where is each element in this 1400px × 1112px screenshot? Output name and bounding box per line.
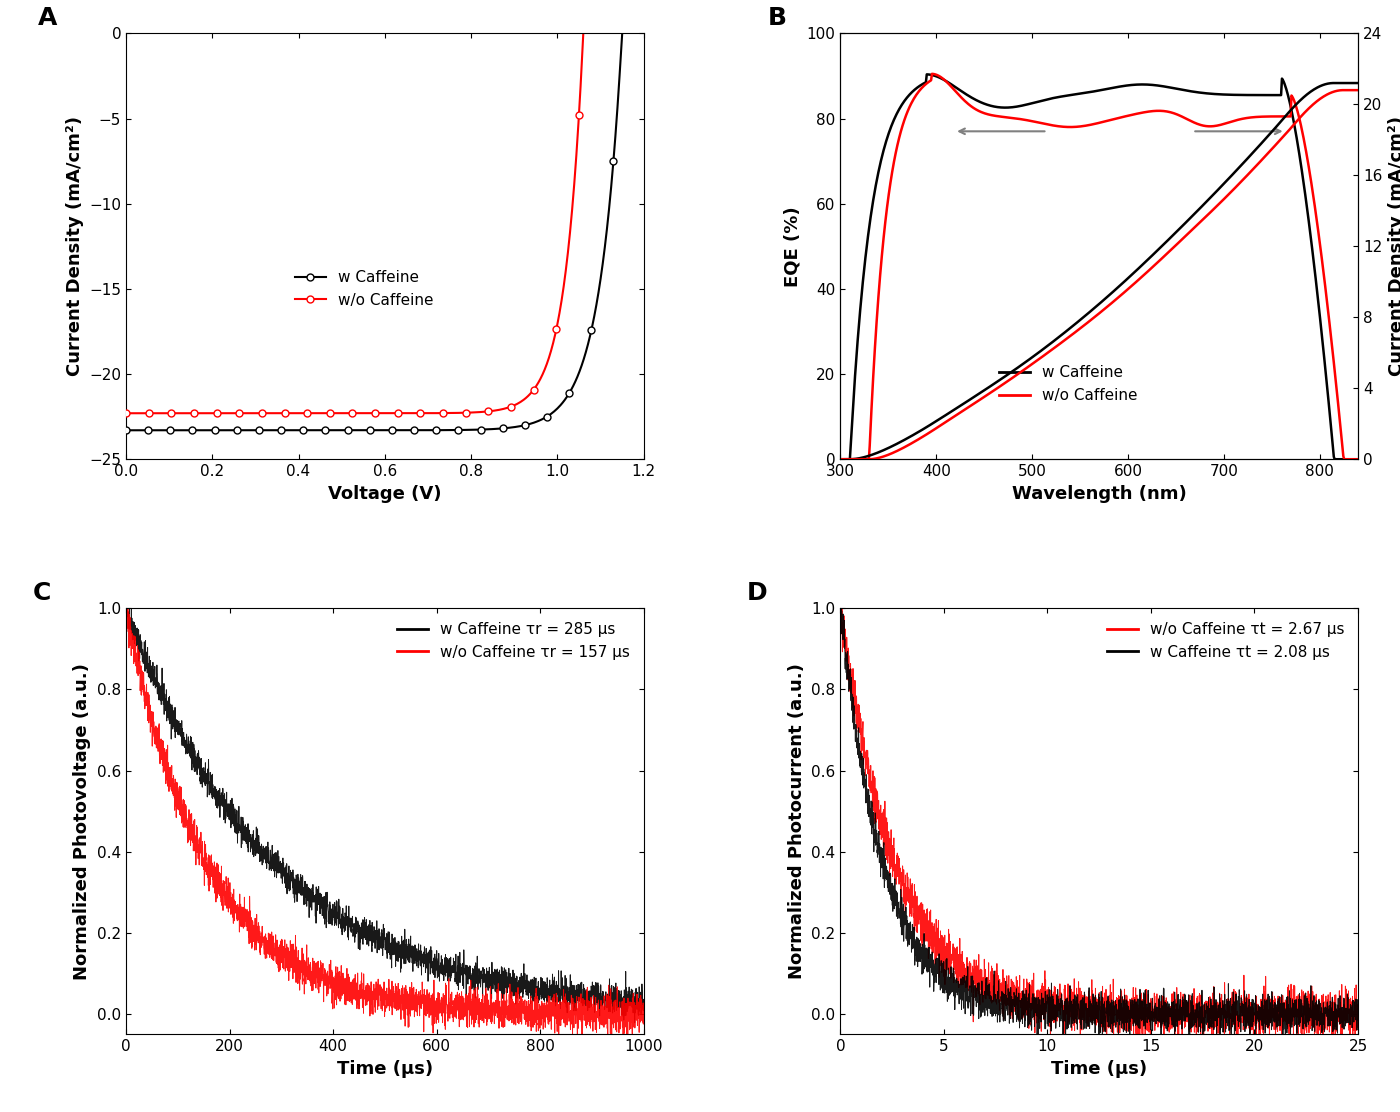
Y-axis label: EQE (%): EQE (%) xyxy=(783,206,801,287)
Text: D: D xyxy=(748,580,767,605)
X-axis label: Time (μs): Time (μs) xyxy=(1051,1060,1147,1078)
Legend: w Caffeine τr = 285 μs, w/o Caffeine τr = 157 μs: w Caffeine τr = 285 μs, w/o Caffeine τr … xyxy=(391,616,636,666)
Text: A: A xyxy=(38,6,57,30)
Y-axis label: Normalized Photovoltage (a.u.): Normalized Photovoltage (a.u.) xyxy=(73,663,91,980)
Legend: w Caffeine, w/o Caffeine: w Caffeine, w/o Caffeine xyxy=(993,359,1144,409)
X-axis label: Time (μs): Time (μs) xyxy=(337,1060,433,1078)
Y-axis label: Current Density (mA/cm²): Current Density (mA/cm²) xyxy=(1387,117,1400,376)
Legend: w Caffeine, w/o Caffeine: w Caffeine, w/o Caffeine xyxy=(288,264,440,314)
X-axis label: Voltage (V): Voltage (V) xyxy=(328,485,441,503)
Text: C: C xyxy=(32,580,52,605)
Legend: w/o Caffeine τt = 2.67 μs, w Caffeine τt = 2.08 μs: w/o Caffeine τt = 2.67 μs, w Caffeine τt… xyxy=(1100,616,1351,666)
Y-axis label: Normalized Photocurrent (a.u.): Normalized Photocurrent (a.u.) xyxy=(788,663,805,980)
X-axis label: Wavelength (nm): Wavelength (nm) xyxy=(1012,485,1187,503)
Y-axis label: Current Density (mA/cm²): Current Density (mA/cm²) xyxy=(66,117,84,376)
Text: B: B xyxy=(767,6,787,30)
